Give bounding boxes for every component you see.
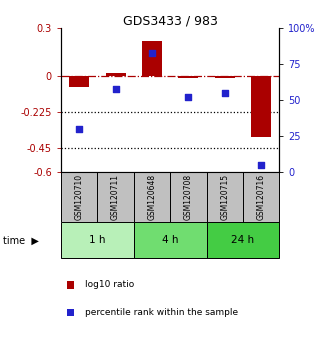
Bar	[178, 76, 198, 78]
Text: log10 ratio: log10 ratio	[85, 280, 134, 290]
Text: GSM120708: GSM120708	[184, 174, 193, 220]
Bar	[142, 41, 162, 76]
Bar	[61, 222, 134, 258]
Point	[222, 90, 227, 96]
Bar	[215, 76, 235, 78]
Bar	[251, 76, 271, 137]
Text: 24 h: 24 h	[231, 235, 255, 245]
Point	[77, 126, 82, 132]
Title: GDS3433 / 983: GDS3433 / 983	[123, 14, 218, 27]
Point	[258, 162, 264, 168]
Bar	[170, 172, 206, 222]
Text: GSM120715: GSM120715	[220, 174, 229, 220]
Bar	[69, 76, 89, 87]
Point	[186, 95, 191, 100]
Point	[149, 50, 154, 56]
Text: 1 h: 1 h	[89, 235, 106, 245]
Bar	[134, 172, 170, 222]
Bar	[243, 172, 279, 222]
Bar	[61, 172, 97, 222]
Text: percentile rank within the sample: percentile rank within the sample	[85, 308, 238, 317]
Bar	[134, 222, 206, 258]
Text: GSM120711: GSM120711	[111, 174, 120, 220]
Text: 4 h: 4 h	[162, 235, 178, 245]
Text: GSM120716: GSM120716	[256, 174, 265, 220]
Bar	[106, 73, 126, 76]
Bar	[97, 172, 134, 222]
Text: GSM120710: GSM120710	[75, 174, 84, 220]
Bar	[206, 172, 243, 222]
Point	[113, 86, 118, 92]
Text: GSM120648: GSM120648	[147, 174, 156, 220]
Text: time  ▶: time ▶	[3, 235, 39, 245]
Bar	[206, 222, 279, 258]
